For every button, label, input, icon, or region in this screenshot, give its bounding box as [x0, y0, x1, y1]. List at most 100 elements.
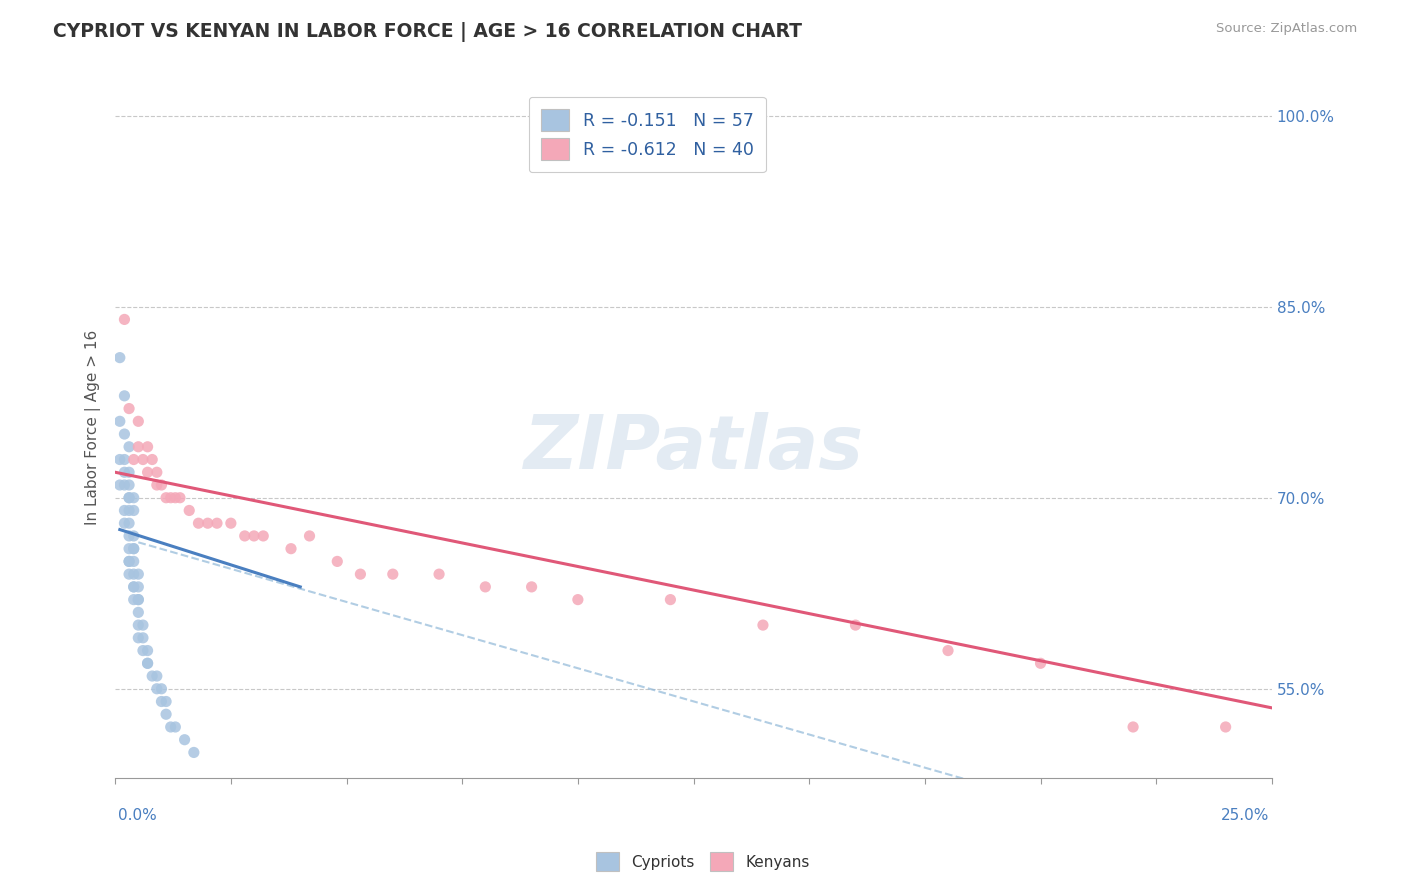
Y-axis label: In Labor Force | Age > 16: In Labor Force | Age > 16: [86, 330, 101, 525]
Point: [127, 567, 149, 582]
Point: [132, 631, 155, 645]
Point: [118, 554, 141, 568]
Point: [936, 643, 959, 657]
Point: [114, 452, 136, 467]
Point: [205, 516, 228, 531]
Point: [136, 657, 159, 671]
Point: [122, 567, 145, 582]
Point: [132, 643, 155, 657]
Point: [114, 478, 136, 492]
Point: [108, 452, 131, 467]
Point: [752, 618, 775, 632]
Point: [1029, 657, 1052, 671]
Point: [150, 694, 173, 708]
Point: [118, 503, 141, 517]
Point: [114, 503, 136, 517]
Point: [136, 465, 159, 479]
Point: [118, 541, 141, 556]
Point: [118, 440, 141, 454]
Point: [159, 491, 181, 505]
Point: [1215, 720, 1237, 734]
Point: [165, 491, 187, 505]
Point: [427, 567, 450, 582]
Point: [298, 529, 321, 543]
Text: Source: ZipAtlas.com: Source: ZipAtlas.com: [1216, 22, 1357, 36]
Point: [659, 592, 682, 607]
Point: [118, 401, 141, 416]
Point: [118, 554, 141, 568]
Point: [474, 580, 496, 594]
Point: [122, 580, 145, 594]
Point: [122, 554, 145, 568]
Point: [127, 592, 149, 607]
Point: [108, 351, 131, 365]
Legend: Cypriots, Kenyans: Cypriots, Kenyans: [591, 847, 815, 877]
Point: [114, 427, 136, 442]
Point: [122, 541, 145, 556]
Point: [127, 631, 149, 645]
Point: [122, 580, 145, 594]
Point: [844, 618, 866, 632]
Point: [108, 414, 131, 428]
Point: [118, 478, 141, 492]
Point: [173, 732, 195, 747]
Point: [179, 503, 201, 517]
Legend: R = -0.151   N = 57, R = -0.612   N = 40: R = -0.151 N = 57, R = -0.612 N = 40: [529, 96, 766, 172]
Point: [127, 414, 149, 428]
Point: [118, 529, 141, 543]
Point: [127, 580, 149, 594]
Point: [122, 452, 145, 467]
Point: [108, 478, 131, 492]
Point: [155, 694, 177, 708]
Point: [349, 567, 371, 582]
Text: ZIPatlas: ZIPatlas: [523, 412, 863, 485]
Point: [122, 592, 145, 607]
Point: [165, 720, 187, 734]
Point: [155, 491, 177, 505]
Point: [136, 440, 159, 454]
Point: [127, 440, 149, 454]
Point: [132, 452, 155, 467]
Point: [127, 618, 149, 632]
Point: [122, 529, 145, 543]
Text: CYPRIOT VS KENYAN IN LABOR FORCE | AGE > 16 CORRELATION CHART: CYPRIOT VS KENYAN IN LABOR FORCE | AGE >…: [53, 22, 803, 42]
Point: [132, 618, 155, 632]
Point: [155, 707, 177, 722]
Point: [114, 516, 136, 531]
Point: [118, 567, 141, 582]
Point: [520, 580, 543, 594]
Point: [114, 389, 136, 403]
Point: [122, 491, 145, 505]
Point: [136, 657, 159, 671]
Point: [150, 478, 173, 492]
Point: [187, 516, 209, 531]
Point: [567, 592, 589, 607]
Point: [114, 312, 136, 326]
Point: [326, 554, 349, 568]
Point: [136, 643, 159, 657]
Point: [252, 529, 274, 543]
Point: [118, 491, 141, 505]
Point: [122, 503, 145, 517]
Point: [118, 516, 141, 531]
Point: [127, 605, 149, 619]
Point: [159, 720, 181, 734]
Point: [233, 529, 256, 543]
Point: [141, 669, 163, 683]
Point: [127, 592, 149, 607]
Point: [280, 541, 302, 556]
Point: [146, 478, 169, 492]
Point: [150, 681, 173, 696]
Point: [114, 465, 136, 479]
Text: 0.0%: 0.0%: [118, 808, 156, 823]
Text: 25.0%: 25.0%: [1220, 808, 1270, 823]
Point: [146, 465, 169, 479]
Point: [381, 567, 404, 582]
Point: [243, 529, 266, 543]
Point: [141, 452, 163, 467]
Point: [118, 465, 141, 479]
Point: [122, 541, 145, 556]
Point: [169, 491, 191, 505]
Point: [183, 746, 205, 760]
Point: [1122, 720, 1144, 734]
